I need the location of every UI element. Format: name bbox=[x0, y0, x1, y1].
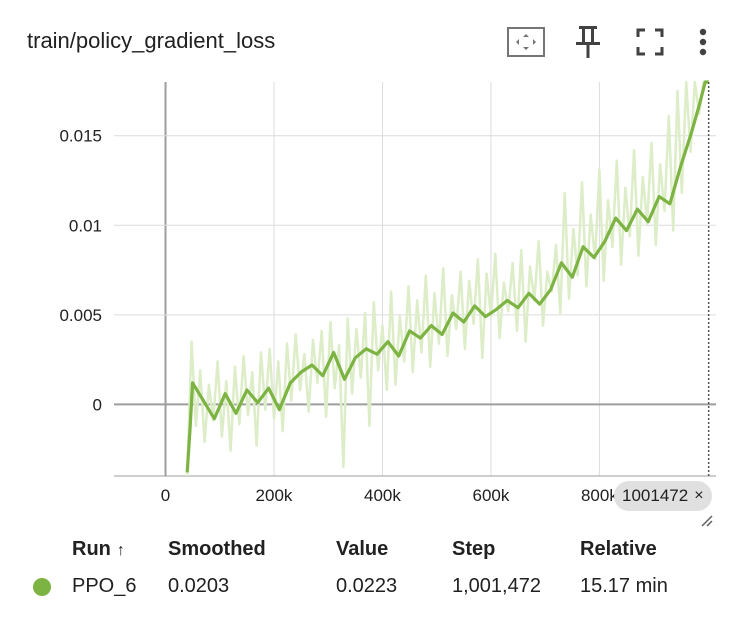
relative-time: 15.17 min bbox=[580, 575, 668, 597]
run-color-cell bbox=[30, 575, 72, 598]
y-tick-label: 0.01 bbox=[69, 216, 102, 235]
smoothed-series-line bbox=[185, 80, 709, 473]
header-run[interactable]: Run ↑ bbox=[72, 534, 168, 575]
y-axis-ticks: 0 0.005 0.01 0.015 bbox=[59, 127, 102, 415]
fullscreen-icon bbox=[636, 28, 664, 56]
x-tick-label: 600k bbox=[472, 486, 509, 505]
x-tick-label: 400k bbox=[364, 486, 401, 505]
header-value[interactable]: Value bbox=[336, 538, 389, 560]
x-tick-label: 200k bbox=[256, 486, 293, 505]
table-row: PPO_6 0.0203 0.0223 1,001,472 15.17 min bbox=[30, 575, 700, 598]
pin-button[interactable] bbox=[564, 22, 612, 62]
header-color-cell bbox=[30, 534, 72, 575]
y-tick-label: 0.005 bbox=[59, 306, 102, 325]
x-axis-ticks: 0 200k 400k 600k 800k bbox=[161, 486, 619, 505]
x-tick-label: 800k bbox=[581, 486, 618, 505]
header-run-label: Run bbox=[72, 538, 111, 560]
raw-series-layer bbox=[185, 80, 709, 477]
hover-step-label: 1001472 bbox=[622, 486, 689, 505]
smoothed-series-layer bbox=[185, 80, 709, 473]
line-chart[interactable]: 0 0.005 0.01 0.015 0 200k 400k 600k 800k bbox=[0, 0, 732, 530]
x-tick-label: 0 bbox=[161, 486, 170, 505]
run-name: PPO_6 bbox=[72, 575, 137, 597]
run-data-table: Run ↑ Smoothed Value Step Relative PPO_6 … bbox=[30, 534, 700, 598]
close-icon[interactable]: × bbox=[694, 487, 704, 504]
resize-handle-icon[interactable] bbox=[700, 514, 714, 528]
y-tick-label: 0.015 bbox=[59, 127, 102, 146]
header-smoothed[interactable]: Smoothed bbox=[168, 538, 266, 560]
fullscreen-button[interactable] bbox=[626, 22, 674, 62]
more-options-button[interactable] bbox=[688, 22, 718, 62]
raw-series-line bbox=[185, 80, 709, 477]
sort-arrow-up-icon: ↑ bbox=[116, 542, 125, 559]
step-value: 1,001,472 bbox=[452, 575, 541, 597]
table-header-row: Run ↑ Smoothed Value Step Relative bbox=[30, 534, 700, 575]
fit-domain-button[interactable] bbox=[502, 22, 550, 62]
raw-value: 0.0223 bbox=[336, 575, 398, 597]
card-toolbar bbox=[488, 22, 718, 62]
pin-icon bbox=[576, 26, 600, 58]
header-relative[interactable]: Relative bbox=[580, 538, 657, 560]
run-color-dot bbox=[33, 577, 51, 596]
header-step[interactable]: Step bbox=[452, 538, 496, 560]
more-vert-icon bbox=[699, 28, 707, 56]
y-tick-label: 0 bbox=[93, 395, 102, 414]
hover-step-chip[interactable]: 1001472 × bbox=[614, 481, 712, 511]
fit-domain-icon bbox=[507, 27, 545, 57]
chart-title: train/policy_gradient_loss bbox=[27, 28, 276, 53]
smoothed-value: 0.0203 bbox=[168, 575, 230, 597]
